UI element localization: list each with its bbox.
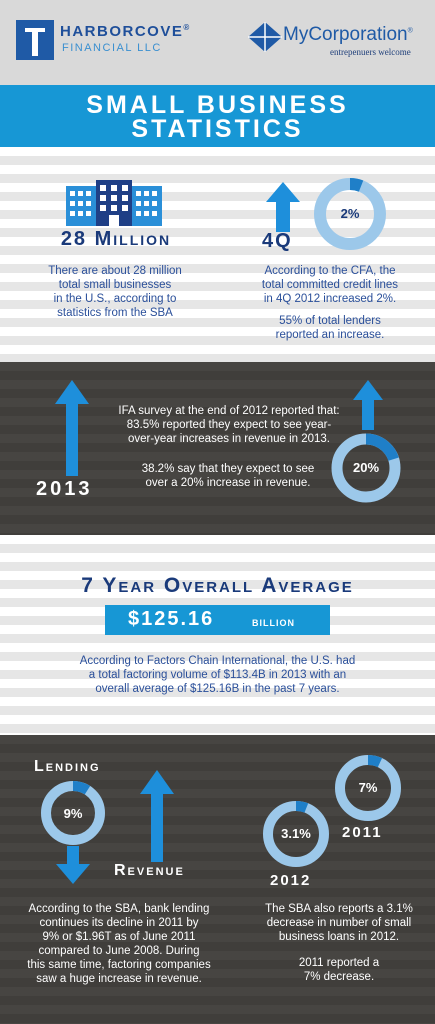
year-2012: 2012 [270,872,312,889]
page-title-line2: STATISTICS [131,115,304,143]
section-seven-year-average [0,535,435,735]
credit-lines-percent: 2% [340,206,360,221]
harborcove-logo-icon [32,32,38,56]
revenue-label: Revenue [114,862,185,879]
decrease-2011-text: 2011 reported a 7% decrease. [298,957,380,983]
year-2013: 2013 [36,478,93,500]
title-band [0,85,435,147]
mycorp-name: MyCorporation® [283,24,413,45]
page-title-line1: SMALL BUSINESS [86,91,349,119]
mycorp-diamond-icon [248,22,282,52]
average-amount: $125.16 [128,608,215,630]
arrow-up-small-icon [353,380,383,430]
donut-2012 [263,801,329,867]
year-2011: 2011 [342,824,383,841]
small-business-description: There are about 28 million total small bu… [48,265,182,319]
lending-percent: 9% [63,806,83,821]
ifa-survey-text: IFA survey at the end of 2012 reported t… [118,405,340,445]
small-business-loans-text: The SBA also reports a 3.1% decrease in n… [265,903,413,943]
lenders-description: 55% of total lenders reported an increase… [275,315,385,341]
average-unit: BILLION [252,618,295,628]
credit-lines-donut [314,178,386,250]
donut-2011 [335,755,401,821]
arrow-up-large-icon [55,380,89,476]
header-bar [0,0,435,85]
harborcove-logo [16,20,54,60]
seven-year-heading: 7 Year Overall Average [81,574,354,597]
factoring-volume-text: According to Factors Chain International… [79,655,356,695]
arrow-up-icon [266,182,300,232]
stat-28-million: 28 Million [60,228,172,250]
average-amount-box [105,605,330,635]
credit-lines-description: According to the CFA, the total committed… [261,265,399,305]
harborcove-name: HARBORCOVE® [60,23,191,40]
lending-donut [41,781,105,845]
ifa-survey-text-2: 38.2% say that they expect to see over a … [141,463,315,489]
stat-4q: 4Q [262,230,293,252]
arrow-down-icon [56,846,90,884]
donut-2011-percent: 7% [358,780,378,795]
donut-2012-percent: 3.1% [281,826,311,841]
lending-label: Lending [34,758,101,775]
revenue-expectation-donut [331,433,401,503]
mycorp-tagline: entrepenuers welcome [330,47,411,57]
revenue-arrow-up-icon [140,770,174,862]
revenue-expectation-percent: 20% [352,460,380,475]
bank-lending-text: According to the SBA, bank lending contin… [27,903,211,985]
harborcove-subtitle: FINANCIAL LLC [62,42,162,54]
building-icon [66,180,162,226]
